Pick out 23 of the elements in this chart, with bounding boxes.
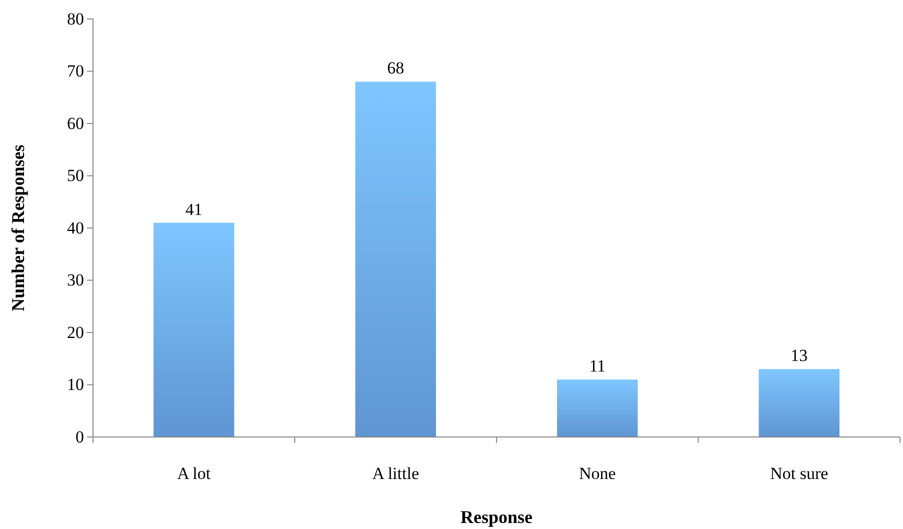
y-tick-label: 0 xyxy=(76,427,84,446)
x-tick-label: A little xyxy=(372,464,419,483)
data-label: 13 xyxy=(790,346,808,366)
data-label: 41 xyxy=(185,200,202,219)
bar xyxy=(154,222,234,437)
y-tick-label: 20 xyxy=(67,322,84,342)
bar xyxy=(355,82,436,437)
y-axis-title: Number of Responses xyxy=(8,144,28,312)
x-tick-label: Not sure xyxy=(770,464,828,483)
y-tick-label: 80 xyxy=(67,9,84,28)
bar xyxy=(557,380,638,437)
y-tick-label: 10 xyxy=(67,375,84,394)
y-tick-label: 60 xyxy=(67,114,84,133)
y-tick-label: 50 xyxy=(67,166,84,186)
data-label: 68 xyxy=(387,58,404,78)
x-tick-label: None xyxy=(578,464,616,483)
x-axis-title: Response xyxy=(460,507,533,527)
data-label: 11 xyxy=(589,356,606,376)
bar xyxy=(758,369,840,437)
y-tick-label: 40 xyxy=(67,218,84,238)
y-tick-label: 30 xyxy=(67,270,84,290)
x-tick-label: A lot xyxy=(177,464,211,483)
y-tick-label: 70 xyxy=(67,62,84,81)
